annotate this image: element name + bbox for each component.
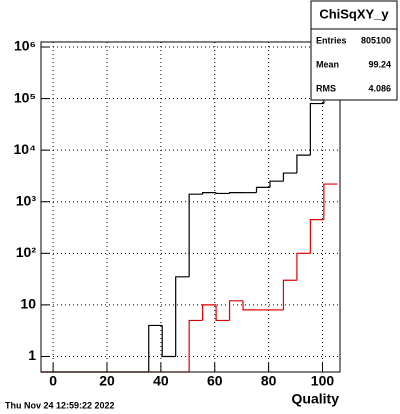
histogram-bin xyxy=(215,304,230,322)
histogram-bin xyxy=(323,183,338,220)
histogram-bin xyxy=(161,325,176,358)
x-tick-label: 100 xyxy=(311,373,335,389)
x-tick-label: 60 xyxy=(207,373,223,389)
x-axis-label: Quality xyxy=(292,391,340,407)
y-tick-label: 10² xyxy=(16,244,37,260)
histogram-bin xyxy=(228,192,244,194)
timestamp: Thu Nov 24 12:59:22 2022 xyxy=(5,400,115,410)
histogram-bin xyxy=(282,279,297,310)
stats-title: ChiSqXY_y xyxy=(319,6,389,21)
histogram-bin xyxy=(242,300,257,311)
histogram-bin xyxy=(175,276,190,357)
y-tick-label: 10⁴ xyxy=(14,141,37,157)
histogram-bin xyxy=(148,324,163,372)
y-tick-label: 1 xyxy=(28,347,36,363)
histogram-bin xyxy=(202,192,217,195)
y-tick-label: 10³ xyxy=(16,192,37,208)
histogram-bin xyxy=(215,192,230,195)
histogram-bin xyxy=(309,219,324,254)
x-tick-label: 40 xyxy=(153,373,169,389)
y-tick-label: 10⁶ xyxy=(14,38,36,54)
histogram-bin xyxy=(188,319,203,372)
x-tick-label: 80 xyxy=(261,373,277,389)
stats-value: 805100 xyxy=(361,35,391,45)
stats-box xyxy=(310,0,398,101)
histogram-bin xyxy=(282,172,297,182)
histogram-bin xyxy=(296,252,311,281)
histogram-bin xyxy=(296,154,311,174)
histogram-bin xyxy=(269,180,284,188)
y-tick-label: 10⁵ xyxy=(14,89,36,105)
histogram-bin xyxy=(202,304,217,321)
stats-value: 99.24 xyxy=(368,59,391,69)
stats-label: Entries xyxy=(316,35,347,45)
stats-label: RMS xyxy=(316,83,336,93)
y-tick-label: 10 xyxy=(20,296,36,312)
histogram-bin xyxy=(188,193,203,277)
x-tick-label: 0 xyxy=(49,373,57,389)
stats-value: 4.086 xyxy=(368,83,391,93)
histogram-bin xyxy=(255,186,270,193)
x-tick-label: 20 xyxy=(99,373,115,389)
histogram-bin xyxy=(309,102,324,156)
plot-frame xyxy=(40,41,341,373)
stats-label: Mean xyxy=(316,59,339,69)
histogram-bin xyxy=(228,300,244,321)
